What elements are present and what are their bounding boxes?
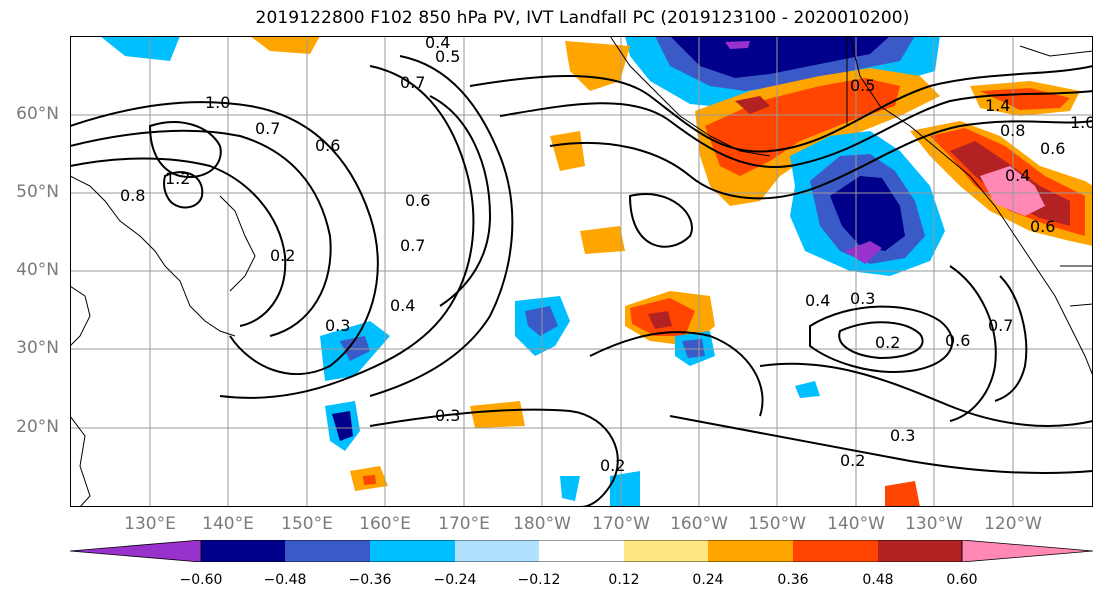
lon-label: 150°W (748, 514, 806, 534)
colorbar-tick-label: 0.48 (862, 572, 894, 588)
colorbar-bin (285, 540, 370, 562)
lat-label: 60°N (16, 104, 59, 124)
contour-label: 0.4 (1005, 166, 1030, 185)
lon-label: 140°E (202, 514, 254, 534)
contour-label: 0.7 (400, 73, 425, 92)
pv-contours (70, 55, 1093, 507)
graticule (70, 36, 1093, 507)
lon-label: 180°W (513, 514, 571, 534)
colorbar-extend-low (70, 540, 202, 562)
contour-label: 0.3 (325, 316, 350, 335)
contour-label: 0.4 (390, 296, 415, 315)
contour-label: 0.5 (435, 47, 460, 66)
contour-label: 0.5 (850, 76, 875, 95)
lon-label: 140°W (827, 514, 885, 534)
colorbar-bin (455, 540, 539, 562)
contour-label: 1.0 (1070, 113, 1093, 132)
contour-label: 0.2 (600, 456, 625, 475)
colorbar-bin (793, 540, 878, 562)
map-border (70, 36, 1093, 507)
contour-label: 0.4 (805, 291, 830, 310)
map-title: 2019122800 F102 850 hPa PV, IVT Landfall… (255, 8, 910, 28)
contour-label: 0.2 (875, 333, 900, 352)
lon-label: 130°E (124, 514, 176, 534)
lat-label: 40°N (16, 260, 59, 280)
contour-label: 0.6 (315, 136, 340, 155)
colorbar (70, 540, 1093, 562)
colorbar-tick-label: 0.24 (692, 572, 724, 588)
contour-label: 0.3 (435, 406, 460, 425)
contour-label-group: 0.4 0.5 0.7 1.0 0.7 1.2 0.8 0.6 0.2 0.3 … (120, 36, 1093, 475)
contour-label: 0.6 (945, 331, 970, 350)
contour-label: 0.7 (400, 236, 425, 255)
contour-label: 0.8 (120, 186, 145, 205)
colorbar-bin (201, 540, 285, 562)
colorbar-tick-label: 0.36 (777, 572, 809, 588)
colorbar-bin (878, 540, 962, 562)
colorbar-bin (539, 540, 624, 562)
colorbar-tick-label: −0.12 (517, 572, 561, 588)
contour-label: 0.7 (988, 316, 1013, 335)
lat-label: 30°N (16, 338, 59, 358)
contour-label: 0.6 (1040, 139, 1065, 158)
contour-label: 1.2 (165, 169, 190, 188)
colorbar-tick-label: 0.12 (608, 572, 640, 588)
contour-label: 0.2 (840, 451, 865, 470)
lon-label: 170°W (592, 514, 650, 534)
contour-label: 0.4 (425, 36, 450, 52)
lon-label: 120°W (984, 514, 1042, 534)
lon-label: 170°E (438, 514, 490, 534)
lon-label: 160°E (359, 514, 411, 534)
colorbar-extend-high (961, 540, 1093, 562)
map-panel: 0.4 0.5 0.7 1.0 0.7 1.2 0.8 0.6 0.2 0.3 … (70, 36, 1093, 507)
contour-label: 0.6 (405, 191, 430, 210)
lon-label: 130°W (905, 514, 963, 534)
contour-label: 0.2 (270, 246, 295, 265)
contour-label: 0.8 (1000, 121, 1025, 140)
contour-label: 1.0 (205, 93, 230, 112)
contour-label: 0.3 (850, 289, 875, 308)
ivt-pc-shading (100, 36, 1093, 507)
colorbar-tick-label: −0.36 (348, 572, 392, 588)
colorbar-bin (624, 540, 708, 562)
contour-label: 0.7 (255, 119, 280, 138)
colorbar-tick-label: −0.48 (263, 572, 307, 588)
coastlines (70, 36, 1093, 507)
lat-label: 50°N (16, 182, 59, 202)
colorbar-tick-label: 0.60 (946, 572, 978, 588)
contour-label: 0.6 (1030, 217, 1055, 236)
contour-label: 1.4 (985, 96, 1010, 115)
colorbar-bin (708, 540, 793, 562)
contour-label: 0.3 (890, 426, 915, 445)
colorbar-tick-label: −0.24 (433, 572, 477, 588)
map-canvas: 0.4 0.5 0.7 1.0 0.7 1.2 0.8 0.6 0.2 0.3 … (70, 36, 1093, 507)
lon-label: 150°E (281, 514, 333, 534)
colorbar-bin (370, 540, 455, 562)
colorbar-tick-label: −0.60 (179, 572, 223, 588)
lon-label: 160°W (670, 514, 728, 534)
lat-label: 20°N (16, 417, 59, 437)
